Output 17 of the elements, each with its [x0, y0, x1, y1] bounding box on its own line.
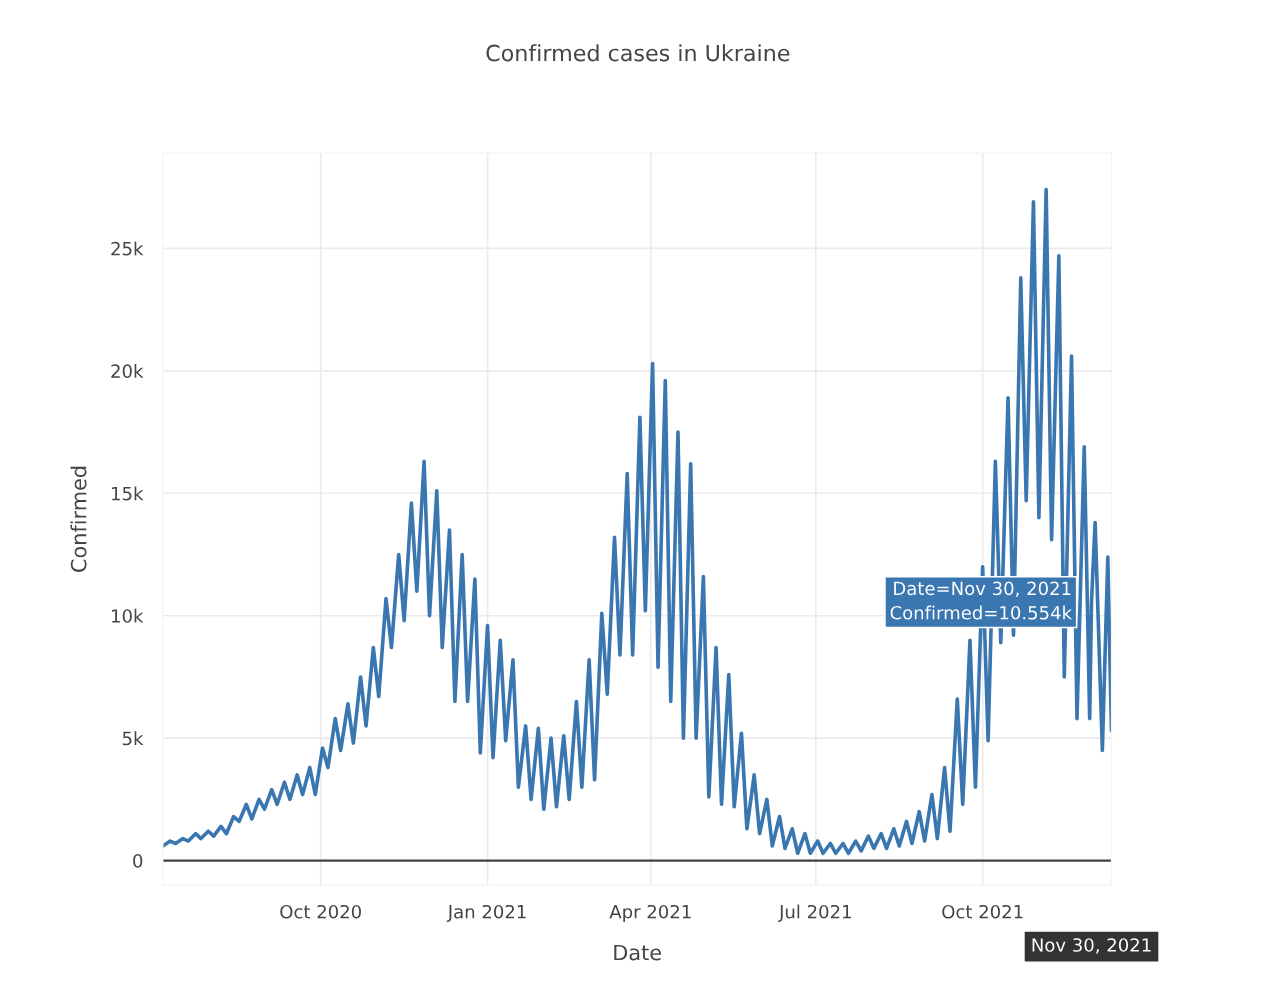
y-tick-label: 20k — [111, 363, 144, 378]
chart-title: Confirmed cases in Ukraine — [486, 44, 790, 62]
x-tick-label: Apr 2021 — [609, 904, 691, 923]
x-tick-label: Jul 2021 — [778, 904, 851, 922]
y-tick-label: 25k — [111, 241, 144, 256]
y-tick-label: 0 — [133, 854, 143, 868]
y-axis-title: Confirmed — [70, 466, 87, 572]
text: Nov 30, 2021 — [1032, 938, 1151, 954]
x-axis-title: Date — [614, 944, 661, 961]
y-tick-label: 15k — [112, 486, 144, 501]
x-tick-label: Oct 2021 — [942, 904, 1023, 919]
line-series — [162, 187, 1112, 856]
x-tick-label: Jan 2021 — [446, 904, 526, 922]
y-tick-label: 10k — [112, 608, 144, 623]
annotation: Date=Nov 30, 2021 Confirmed=10.554k — [890, 581, 1072, 620]
y-tick-label: 5k — [122, 731, 144, 746]
x-tick-label: Oct 2020 — [280, 904, 361, 919]
